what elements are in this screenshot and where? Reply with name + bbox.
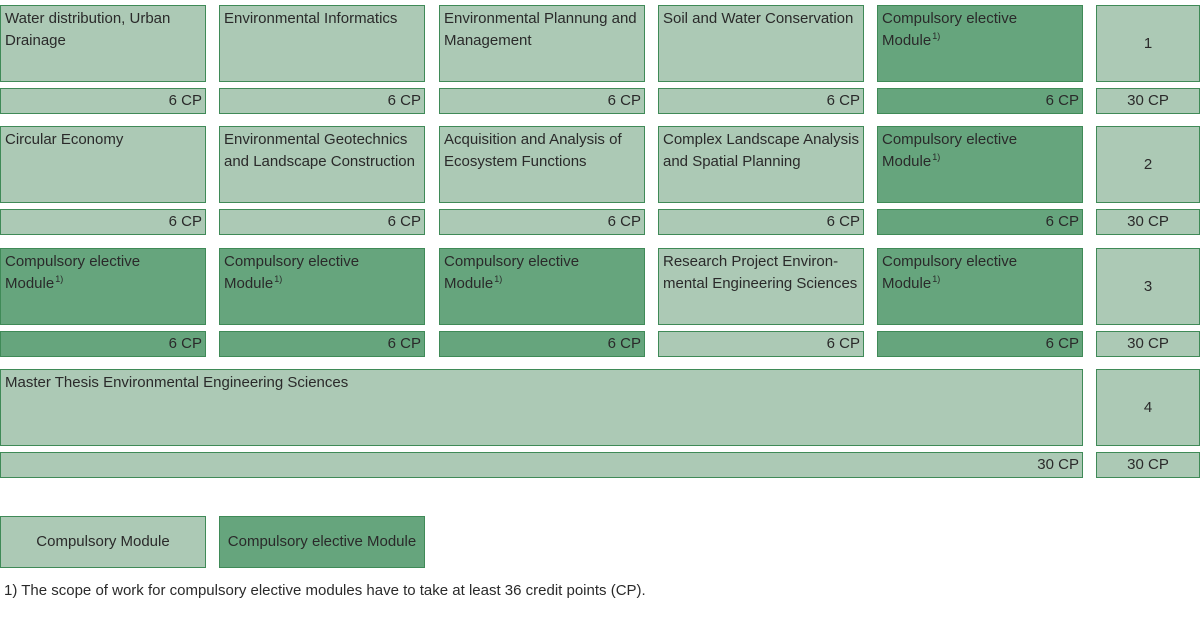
module-name: Compulsory elective Module [224,253,360,292]
semester-number-label: 4 [1143,398,1153,416]
semester-total-cp: 30 CP [1096,452,1200,478]
legend-compulsory: Compulsory Module [0,516,206,568]
module-cp: 6 CP [0,88,206,114]
module-box: Compulsory elective Module1) [219,248,425,325]
module-name: Master Thesis Environmental Engineering … [5,374,349,391]
legend-elective: Compulsory elective Module [219,516,425,568]
module-cp: 6 CP [219,331,425,357]
module-cp: 6 CP [439,88,645,114]
module-cp: 6 CP [658,331,864,357]
semester-number: 3 [1096,248,1200,325]
semester-total-cp: 30 CP [1096,209,1200,235]
module-box: Circular Economy [0,126,206,203]
semester-number: 2 [1096,126,1200,203]
module-name: Environmental Geotechnics and Landscape … [224,131,415,170]
module-name: Complex Landscape Analysis and Spatial P… [663,131,859,170]
module-name: Compulsory elective Module [5,253,141,292]
semester-total-cp: 30 CP [1096,331,1200,357]
semester-number-label: 2 [1143,155,1153,173]
module-footnote-marker: 1) [932,31,941,41]
module-cp: 6 CP [0,209,206,235]
module-box: Research Project Environ-mental Engineer… [658,248,864,325]
semester-number-label: 1 [1143,34,1153,52]
module-name: Water distribution, Urban Drainage [5,10,171,49]
module-box: Acquisition and Analysis of Ecosystem Fu… [439,126,645,203]
module-cp: 6 CP [439,209,645,235]
module-name: Circular Economy [5,131,124,148]
semester-total-cp: 30 CP [1096,88,1200,114]
module-cp: 6 CP [658,88,864,114]
module-box: Environmental Plannung and Management [439,5,645,82]
module-box: Water distribution, Urban Drainage [0,5,206,82]
module-box: Environmental Geotechnics and Landscape … [219,126,425,203]
module-footnote-marker: 1) [274,274,283,284]
module-footnote-marker: 1) [55,274,64,284]
legend-elective-label: Compulsory elective Module [227,533,417,550]
module-box: Compulsory elective Module1) [0,248,206,325]
module-footnote-marker: 1) [932,274,941,284]
module-box: Master Thesis Environmental Engineering … [0,369,1083,446]
module-box: Compulsory elective Module1) [877,126,1083,203]
semester-number-label: 3 [1143,277,1153,295]
module-box: Soil and Water Conservation [658,5,864,82]
module-footnote-marker: 1) [932,152,941,162]
module-name: Compulsory elective Module [444,253,580,292]
module-name: Environmental Informatics [224,10,398,27]
module-cp: 6 CP [219,88,425,114]
module-name: Acquisition and Analysis of Ecosystem Fu… [444,131,622,170]
module-cp: 6 CP [658,209,864,235]
module-name: Soil and Water Conservation [663,10,854,27]
module-box: Compulsory elective Module1) [439,248,645,325]
module-name: Compulsory elective Module [882,253,1018,292]
module-cp: 6 CP [877,88,1083,114]
module-box: Compulsory elective Module1) [877,248,1083,325]
module-box: Compulsory elective Module1) [877,5,1083,82]
module-cp: 6 CP [219,209,425,235]
legend-compulsory-label: Compulsory Module [36,533,170,550]
module-name: Environmental Plannung and Management [444,10,637,49]
semester-number: 1 [1096,5,1200,82]
module-cp: 6 CP [877,331,1083,357]
module-cp: 30 CP [0,452,1083,478]
module-cp: 6 CP [439,331,645,357]
module-name: Compulsory elective Module [882,131,1018,170]
module-cp: 6 CP [0,331,206,357]
semester-number: 4 [1096,369,1200,446]
module-name: Compulsory elective Module [882,10,1018,49]
footnote: 1) The scope of work for compulsory elec… [4,582,646,599]
module-box: Complex Landscape Analysis and Spatial P… [658,126,864,203]
module-footnote-marker: 1) [494,274,503,284]
module-box: Environmental Informatics [219,5,425,82]
module-name: Research Project Environ-mental Engineer… [663,253,858,292]
module-cp: 6 CP [877,209,1083,235]
